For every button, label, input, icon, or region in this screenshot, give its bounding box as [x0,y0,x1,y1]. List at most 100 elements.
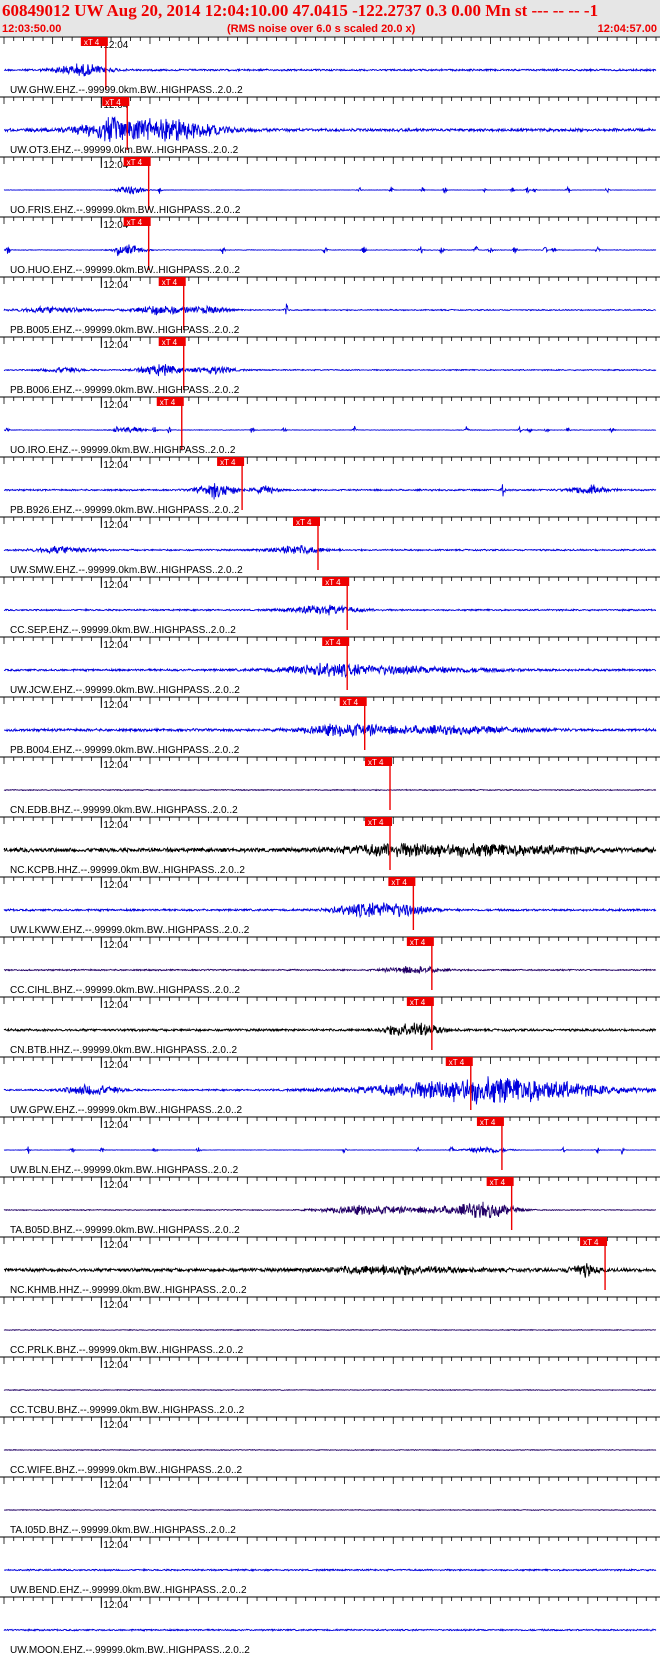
pick-marker-box [102,97,130,106]
waveform-trace [3,1448,657,1452]
pick-marker-box [580,1237,608,1246]
trace-row: 12:04 xT 4 CC.SEP.EHZ.--.99999.0km.BW..HIG… [0,576,660,636]
waveform-trace [3,545,657,555]
channel-label: CN.EDB.BHZ.--.99999.0km.BW..HIGHPASS..2.… [10,805,238,816]
start-time-label: 12:03:50.00 [2,23,62,35]
trace-row: 12:04 xT 4 PB.B006.EHZ.--.99999.0km.BW..HI… [0,336,660,396]
pick-marker-label: xT 4 [127,218,143,227]
waveform-trace [3,1022,657,1036]
pick-marker-box [158,277,186,286]
pick-marker-label: xT 4 [220,458,236,467]
pick-marker-box [80,37,108,46]
channel-label: UW.GPW.EHZ.--.99999.0km.BW..HIGHPASS..2.… [10,1105,243,1116]
waveform-trace [4,1508,657,1512]
minute-mark-label: 12:04 [103,1420,128,1431]
pick-marker-label: xT 4 [162,338,178,347]
minute-mark-label: 12:04 [103,160,128,171]
pick-marker-label: xT 4 [325,638,341,647]
channel-label: PB.B004.EHZ.--.99999.0km.BW..HIGHPASS..2… [10,745,240,756]
waveform-trace [3,1388,657,1392]
pick-marker-label: xT 4 [490,1178,506,1187]
pick-marker-label: xT 4 [410,998,426,1007]
waveform-trace [3,902,657,919]
pick-marker-label: xT 4 [343,698,359,707]
minute-mark-label: 12:04 [103,460,128,471]
channel-label: CC.WIFE.BHZ.--.99999.0km.BW..HIGHPASS..2… [10,1465,243,1476]
scaling-note: (RMS noise over 6.0 s scaled 20.0 x) [227,23,416,35]
minute-mark-label: 12:04 [103,1300,128,1311]
minute-mark-label: 12:04 [103,220,128,231]
waveform-trace [3,662,657,679]
channel-label: PB.B005.EHZ.--.99999.0km.BW..HIGHPASS..2… [10,325,240,336]
channel-label: UO.FRIS.EHZ.--.99999.0km.BW..HIGHPASS..2… [10,205,241,216]
waveform-trace [3,842,657,858]
pick-marker-label: xT 4 [391,878,407,887]
waveform-trace [3,1201,657,1219]
minute-mark-label: 12:04 [103,280,128,291]
pick-marker-label: xT 4 [480,1118,496,1127]
channel-label: UW.OT3.EHZ.--.99999.0km.BW..HIGHPASS..2.… [10,145,239,156]
channel-label: UO.HUO.EHZ.--.99999.0km.BW..HIGHPASS..2.… [10,265,240,276]
pick-marker-box [217,457,245,466]
trace-row: 12:04 xT 4 NC.KHMB.HHZ.--.99999.0km.BW..HI… [0,1236,660,1296]
plot-header: 60849012 UW Aug 20, 2014 12:04:10.00 47.… [0,0,660,36]
channel-label: PB.B926.EHZ.--.99999.0km.BW..HIGHPASS..2… [10,505,240,516]
minute-mark-label: 12:04 [103,760,128,771]
waveform-trace [3,788,657,792]
channel-label: UW.BEND.EHZ.--.99999.0km.BW..HIGHPASS..2… [10,1585,247,1596]
waveform-trace [3,1628,657,1633]
waveform-trace [3,1263,657,1278]
minute-mark-label: 12:04 [103,520,128,531]
waveform-trace [3,244,657,257]
pick-marker-label: xT 4 [368,758,384,767]
minute-mark-label: 12:04 [103,1600,128,1611]
channel-label: UW.BLN.EHZ.--.99999.0km.BW..HIGHPASS..2.… [10,1165,239,1176]
waveform-trace [3,604,656,616]
channel-label: CC.CIHL.BHZ.--.99999.0km.BW..HIGHPASS..2… [10,985,240,996]
minute-mark-label: 12:04 [103,580,128,591]
channel-label: CC.SEP.EHZ.--.99999.0km.BW..HIGHPASS..2.… [10,625,236,636]
waveform-trace [3,483,657,500]
channel-label: CC.TCBU.BHZ.--.99999.0km.BW..HIGHPASS..2… [10,1405,245,1416]
trace-row: 12:04 xT 4 NC.KCPB.HHZ.--.99999.0km.BW..HI… [0,816,660,876]
channel-label: TA.B05D.BHZ.--.99999.0km.BW..HIGHPASS..2… [10,1225,240,1236]
channel-label: CN.BTB.HHZ.--.99999.0km.BW..HIGHPASS..2.… [10,1045,238,1056]
pick-marker-box [365,817,393,826]
trace-row: 12:04 UW.MOON.EHZ.--.99999.0km.BW..HIGHPA… [0,1596,660,1656]
pick-marker-label: xT 4 [449,1058,465,1067]
pick-marker-box [388,877,416,886]
minute-mark-label: 12:04 [103,1120,128,1131]
waveform-trace [3,116,656,142]
channel-label: NC.KHMB.HHZ.--.99999.0km.BW..HIGHPASS..2… [10,1285,247,1296]
pick-marker-label: xT 4 [368,818,384,827]
minute-mark-label: 12:04 [103,340,128,351]
trace-row: 12:04 CC.PRLK.BHZ.--.99999.0km.BW..HIGHPA… [0,1296,660,1356]
minute-mark-label: 12:04 [103,880,128,891]
pick-marker-label: xT 4 [325,578,341,587]
trace-row: 12:04 xT 4 CN.BTB.HHZ.--.99999.0km.BW..HIG… [0,996,660,1056]
minute-mark-label: 12:04 [103,820,128,831]
trace-row: 12:04 xT 4 PB.B926.EHZ.--.99999.0km.BW..HI… [0,456,660,516]
pick-marker-box [445,1057,473,1066]
minute-mark-label: 12:04 [103,1000,128,1011]
trace-row: 12:04 xT 4 PB.B004.EHZ.--.99999.0km.BW..HI… [0,696,660,756]
pick-marker-label: xT 4 [105,98,121,107]
pick-marker-box [406,937,434,946]
channel-label: UW.LKWW.EHZ.--.99999.0km.BW..HIGHPASS..2… [10,925,250,936]
pick-marker-label: xT 4 [84,38,100,47]
minute-mark-label: 12:04 [103,400,128,411]
pick-marker-box [156,397,184,406]
waveform-trace [3,185,657,195]
trace-row: 12:04 xT 4 UO.IRO.EHZ.--.99999.0km.BW..HIG… [0,396,660,456]
pick-marker-box [486,1177,514,1186]
event-title: 60849012 UW Aug 20, 2014 12:04:10.00 47.… [2,1,599,20]
pick-marker-box [123,217,151,226]
pick-marker-box [476,1117,504,1126]
pick-marker-box [365,757,393,766]
channel-label: UW.MOON.EHZ.--.99999.0km.BW..HIGHPASS..2… [10,1645,250,1656]
channel-label: NC.KCPB.HHZ.--.99999.0km.BW..HIGHPASS..2… [10,865,245,876]
